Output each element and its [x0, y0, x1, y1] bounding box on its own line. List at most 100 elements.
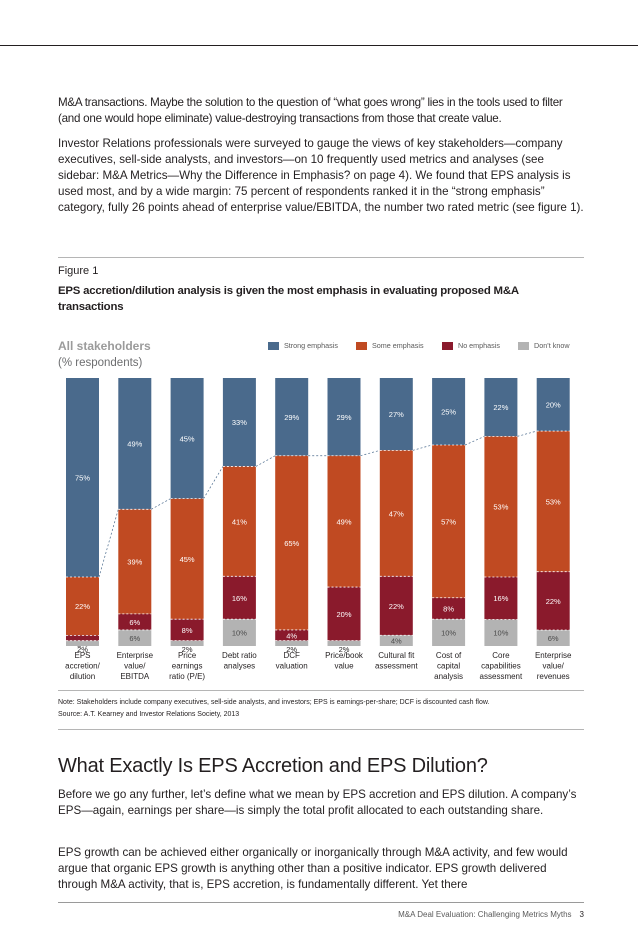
- bar-some-9: [484, 436, 518, 578]
- data-label-strong-4: 33%: [232, 418, 247, 427]
- data-label-strong-1: 75%: [75, 474, 90, 483]
- page-number: 3: [579, 910, 584, 919]
- category-label-10-line-1: Enterprise: [535, 651, 572, 660]
- category-label-7-line-2: assessment: [375, 662, 418, 671]
- bar-none-8: [432, 597, 466, 620]
- data-label-dontknow-8: 10%: [441, 629, 456, 638]
- connector-line-9: [517, 430, 537, 437]
- top-rule: [0, 45, 638, 46]
- category-label-3-line-1: Price: [178, 651, 197, 660]
- data-label-some-3: 45%: [180, 555, 195, 564]
- bar-strong-2: [118, 378, 152, 510]
- data-label-dontknow-2: 6%: [129, 634, 140, 643]
- stacked-bar-chart: 75% 22% 2% 2% EPS accretion/dilution 49% 39% 6% 6…: [65, 378, 572, 681]
- category-label-3-line-3: ratio (P/E): [169, 672, 205, 681]
- data-label-strong-10: 20%: [546, 401, 561, 410]
- legend-swatch-none: [442, 341, 453, 350]
- category-label-6-line-1: Price/book: [325, 651, 364, 660]
- data-label-none-4: 16%: [232, 594, 247, 603]
- section-paragraph-2: EPS growth can be achieved either organi…: [58, 846, 568, 891]
- category-label-8-line-2: capital: [437, 662, 460, 671]
- connector-line-7: [412, 444, 433, 451]
- bar-strong-6: [327, 378, 361, 456]
- figure-bottom-rule: [58, 690, 584, 691]
- section-heading: What Exactly Is EPS Accretion and EPS Di…: [58, 755, 488, 777]
- category-label-9-line-2: capabilities: [481, 662, 521, 671]
- category-label-1-line-3: dilution: [70, 672, 95, 681]
- legend-item-strong: Strong emphasis: [268, 341, 338, 350]
- category-label-7-line-1: Cultural fit: [378, 651, 415, 660]
- bar-some-7: [379, 450, 413, 577]
- stakeholders-title: All stakeholders: [58, 339, 151, 353]
- bar-strong-8: [432, 378, 466, 445]
- bar-strong-3: [170, 378, 204, 499]
- bar-some-8: [432, 445, 466, 598]
- bar-some-6: [327, 455, 361, 588]
- bar-none-1: [66, 635, 99, 641]
- category-label-3-line-2: earnings: [172, 662, 203, 671]
- bar-dontknow-3: [170, 640, 204, 646]
- bar-strong-4: [222, 378, 256, 467]
- legend-swatch-dontknow: [518, 341, 529, 350]
- category-label-1-line-1: EPS: [74, 651, 90, 660]
- connector-line-3: [203, 466, 224, 499]
- legend-label-none: No emphasis: [458, 341, 500, 350]
- figure-end-rule: [58, 729, 584, 730]
- bar-dontknow-7: [379, 635, 413, 646]
- bar-some-1: [66, 577, 99, 636]
- data-label-strong-3: 45%: [180, 434, 195, 443]
- legend-swatch-some: [356, 341, 367, 350]
- bar-dontknow-8: [432, 619, 466, 646]
- data-label-dontknow-10: 6%: [548, 634, 559, 643]
- data-label-some-9: 53%: [493, 503, 508, 512]
- bar-none-3: [170, 619, 204, 641]
- data-label-some-2: 39%: [127, 558, 142, 567]
- bar-dontknow-10: [536, 630, 570, 646]
- category-label-9-line-1: Core: [492, 651, 510, 660]
- category-label-2-line-2: value/: [124, 662, 146, 671]
- data-label-strong-9: 22%: [493, 403, 508, 412]
- category-label-1-line-2: accretion/: [65, 662, 100, 671]
- intro-paragraph-1: M&A transactions. Maybe the solution to …: [58, 96, 563, 125]
- bar-none-7: [379, 576, 413, 636]
- data-label-strong-7: 27%: [389, 410, 404, 419]
- category-label-5-line-1: DCF: [283, 651, 300, 660]
- data-label-dontknow-4: 10%: [232, 629, 247, 638]
- data-label-none-10: 22%: [546, 597, 561, 606]
- bar-none-4: [222, 576, 256, 620]
- category-label-2-line-3: EBITDA: [120, 672, 150, 681]
- bar-dontknow-4: [222, 619, 256, 646]
- data-label-some-8: 57%: [441, 517, 456, 526]
- data-label-strong-2: 49%: [127, 440, 142, 449]
- legend-item-some: Some emphasis: [356, 341, 424, 350]
- footer-rule: [58, 902, 584, 903]
- data-label-some-7: 47%: [389, 509, 404, 518]
- data-label-dontknow-6: 2%: [339, 645, 350, 654]
- stakeholders-subtitle: (% respondents): [58, 357, 143, 369]
- data-label-some-6: 49%: [336, 517, 351, 526]
- bar-none-5: [275, 629, 309, 641]
- category-label-8-line-3: analysis: [434, 672, 463, 681]
- figure-source: Source: A.T. Kearney and Investor Relati…: [58, 711, 240, 718]
- bar-strong-5: [275, 378, 309, 456]
- category-label-5-line-2: valuation: [276, 662, 308, 671]
- data-label-none-8: 8%: [443, 604, 454, 613]
- bar-strong-10: [536, 378, 570, 432]
- data-label-none-7: 22%: [389, 602, 404, 611]
- figure-top-rule: [58, 257, 584, 258]
- bar-dontknow-9: [484, 619, 518, 646]
- bar-strong-7: [379, 378, 413, 451]
- legend-swatch-strong: [268, 341, 279, 350]
- bar-dontknow-2: [118, 629, 152, 646]
- category-label-10-line-3: revenues: [537, 672, 570, 681]
- data-label-none-6: 20%: [336, 610, 351, 619]
- category-label-4-line-2: analyses: [224, 662, 256, 671]
- bar-dontknow-1: [66, 640, 99, 646]
- bar-dontknow-5: [275, 640, 309, 646]
- bar-strong-1: [66, 378, 99, 578]
- bar-none-6: [327, 587, 361, 641]
- data-label-dontknow-3: 2%: [182, 645, 193, 654]
- figure-label: Figure 1: [58, 265, 99, 277]
- data-label-dontknow-9: 10%: [493, 629, 508, 638]
- category-label-4-line-1: Debt ratio: [222, 651, 257, 660]
